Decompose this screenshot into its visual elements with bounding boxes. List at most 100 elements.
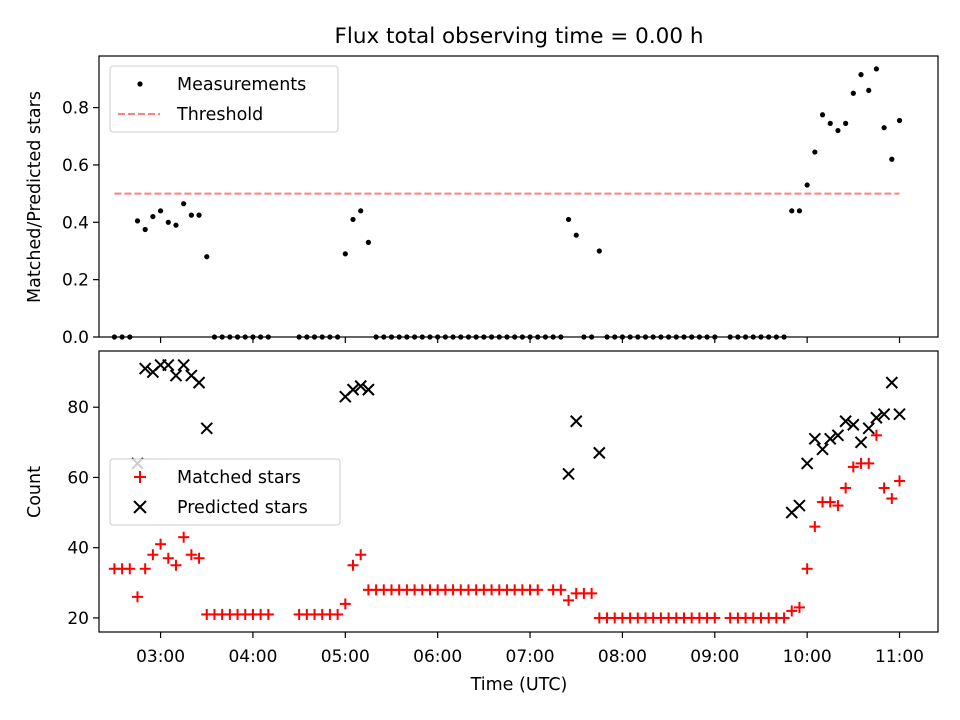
matched-star-point xyxy=(586,587,598,599)
predicted-star-diag2 xyxy=(593,446,606,460)
top-plot-marks xyxy=(111,66,903,340)
predicted-star-point xyxy=(562,467,575,481)
predicted-star-point xyxy=(200,422,213,435)
matched-star-point xyxy=(563,594,575,606)
bottom-legend-box xyxy=(109,458,341,526)
predicted-star-diag2 xyxy=(200,422,213,435)
predicted-star-diag2 xyxy=(870,411,883,424)
measurement-point xyxy=(858,72,864,78)
predicted-star-diag2 xyxy=(808,432,822,446)
top-y-tick-label: 0.4 xyxy=(62,213,89,233)
legend-predicted-label: Predicted stars xyxy=(177,498,308,518)
measurement-point xyxy=(866,87,872,94)
top-axes-frame xyxy=(98,55,939,338)
bottom-y-tick-label: 20 xyxy=(67,609,89,629)
matched-star-point xyxy=(809,521,821,533)
predicted-star-point xyxy=(192,376,206,389)
measurement-point xyxy=(204,254,210,260)
measurement-point xyxy=(596,248,602,254)
predicted-star-point xyxy=(793,499,806,512)
predicted-star-diag2 xyxy=(562,467,575,481)
predicted-star-point xyxy=(354,379,367,393)
bottom-legend: Matched stars Predicted stars xyxy=(109,458,341,526)
matched-star-point xyxy=(332,608,344,620)
x-tick-label: 09:00 xyxy=(690,647,739,667)
matched-star-point xyxy=(886,493,898,505)
bottom-y-tick-label: 40 xyxy=(67,539,89,559)
matched-star-point xyxy=(124,563,136,575)
legend-predicted-marker xyxy=(133,500,147,514)
matched-star-point xyxy=(878,482,890,494)
bottom-axis-ticks: 20 40 60 80 03:00 04:00 05:00 06:00 07:00 08:00 09… xyxy=(67,398,924,667)
predicted-star-diag2 xyxy=(192,376,206,389)
measurement-point xyxy=(835,127,841,134)
measurement-point xyxy=(819,112,826,118)
x-tick-label: 04:00 xyxy=(228,647,277,667)
predicted-star-point xyxy=(862,422,875,435)
legend-measurements-label: Measurements xyxy=(177,75,306,95)
predicted-star-diag2 xyxy=(346,383,360,396)
predicted-star-point xyxy=(808,432,822,446)
matched-star-point xyxy=(339,598,351,610)
matched-star-point xyxy=(793,601,805,613)
measurement-point xyxy=(827,120,833,126)
predicted-star-point xyxy=(570,415,583,428)
matched-star-point xyxy=(847,461,859,473)
predicted-star-point xyxy=(847,418,860,431)
predicted-star-diag2 xyxy=(854,436,868,449)
legend-matched-marker xyxy=(134,471,146,483)
measurement-point xyxy=(358,208,364,214)
legend-matched-label: Matched stars xyxy=(177,468,301,488)
matched-star-point xyxy=(262,608,274,620)
matched-star-point xyxy=(840,482,852,494)
bottom-plot-marks xyxy=(108,358,906,624)
matched-star-point xyxy=(170,559,182,571)
measurement-point xyxy=(134,218,141,224)
matched-star-point xyxy=(832,500,844,512)
measurement-point xyxy=(804,182,810,188)
top-axis-ticks: 0.0 0.2 0.4 0.6 0.8 xyxy=(62,99,901,348)
predicted-star-point xyxy=(839,415,852,428)
predicted-star-point xyxy=(169,369,183,382)
predicted-star-point xyxy=(816,443,829,456)
predicted-star-diag2 xyxy=(354,379,367,393)
x-tick-label: 05:00 xyxy=(321,647,370,667)
measurement-point xyxy=(188,212,194,218)
predicted-star-diag2 xyxy=(862,422,875,435)
predicted-star-diag2 xyxy=(824,432,837,446)
predicted-star-diag2 xyxy=(185,369,198,382)
top-axes: 0.00.20.40.60.8 Matched/Predicted stars … xyxy=(25,55,939,348)
predicted-star-diag2 xyxy=(162,358,175,372)
matched-star-point xyxy=(131,591,143,603)
matched-star-point xyxy=(824,496,836,508)
top-legend-box xyxy=(109,65,339,133)
predicted-star-diag2 xyxy=(877,408,891,421)
predicted-star-point xyxy=(870,411,883,424)
measurement-point xyxy=(173,222,179,228)
measurement-point xyxy=(812,149,818,155)
measurement-point xyxy=(881,125,887,131)
measurement-point xyxy=(896,117,903,124)
predicted-star-diag2 xyxy=(893,408,906,421)
matched-star-point xyxy=(863,457,875,469)
top-legend: Measurements Threshold xyxy=(109,65,339,133)
predicted-star-point xyxy=(177,358,190,372)
predicted-star-diag2 xyxy=(177,358,190,372)
predicted-star-diag2 xyxy=(885,376,899,389)
matched-star-point xyxy=(894,475,906,487)
measurement-point xyxy=(342,251,348,257)
chart-title: Flux total observing time = 0.00 h xyxy=(335,24,704,49)
x-tick-label: 11:00 xyxy=(875,647,924,667)
measurement-point xyxy=(796,208,803,214)
x-tick-label: 08:00 xyxy=(598,647,647,667)
predicted-star-diag2 xyxy=(570,415,583,428)
x-tick-label: 03:00 xyxy=(136,647,185,667)
matched-star-point xyxy=(778,612,790,624)
measurement-point xyxy=(350,216,356,223)
predicted-star-point xyxy=(362,383,375,396)
predicted-star-diag2 xyxy=(138,362,152,375)
measurement-point xyxy=(873,66,880,72)
legend-measurements-marker xyxy=(137,81,143,87)
predicted-star-diag2 xyxy=(816,443,829,456)
predicted-star-diag2 xyxy=(800,457,814,470)
